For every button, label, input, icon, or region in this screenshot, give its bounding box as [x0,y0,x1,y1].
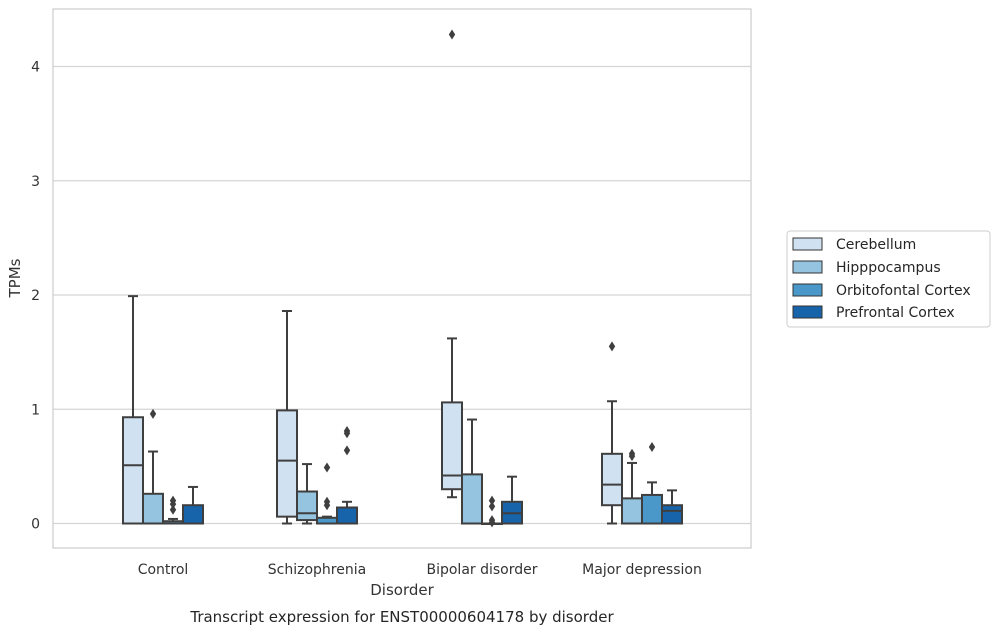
legend-entry-orbitofontal-cortex: Orbitofontal Cortex [792,283,971,299]
box-cerebellum-control [122,295,144,525]
x-tick-label-bipolar-disorder: Bipolar disorder [426,562,537,578]
box-body-hipppocampus-major-depression [621,497,643,525]
legend-label-prefrontal-cortex: Prefrontal Cortex [836,305,955,321]
legend-swatch-orbitofontal-cortex [792,283,823,297]
y-tick-label-2: 2 [31,288,40,304]
box-orbitofontal-cortex-control [162,495,184,525]
x-tick-label-major-depression: Major depression [582,562,702,578]
outlier-point-orbitofontal-cortex-schizophrenia-0 [323,462,331,473]
box-body-cerebellum-major-depression [601,452,623,507]
legend-frame [786,230,991,328]
x-axis-label: Disorder [370,581,434,599]
box-orbitofontal-cortex-major-depression [641,441,663,525]
plot-frame [52,8,752,549]
legend-swatch-prefrontal-cortex [792,305,823,319]
legend-entry-prefrontal-cortex: Prefrontal Cortex [792,305,955,321]
outlier-point-cerebellum-bipolar-disorder-0 [448,29,456,40]
x-tick-labels: Control Schizophrenia Bipolar disorder Majo… [138,562,702,578]
legend-label-hipppocampus: Hipppocampus [836,260,941,276]
box-body-cerebellum-schizophrenia [276,409,298,518]
legend-label-orbitofontal-cortex: Orbitofontal Cortex [836,283,971,299]
box-body-hipppocampus-control [142,492,164,525]
outlier-point-prefrontal-cortex-schizophrenia-1 [343,428,351,439]
box-cerebellum-major-depression [601,341,623,525]
box-hipppocampus-bipolar-disorder [461,418,483,525]
box-hipppocampus-major-depression [621,448,643,525]
y-tick-label-4: 4 [31,60,40,76]
outlier-point-orbitofontal-cortex-control-1 [169,499,177,510]
box-orbitofontal-cortex-schizophrenia [316,462,338,525]
box-orbitofontal-cortex-bipolar-disorder [481,495,503,528]
box-hipppocampus-schizophrenia [296,463,318,525]
box-body-orbitofontal-cortex-major-depression [641,493,663,525]
box-cerebellum-schizophrenia [276,309,298,525]
outlier-point-orbitofontal-cortex-bipolar-disorder-0 [488,495,496,506]
outlier-point-cerebellum-major-depression-0 [608,341,616,352]
outlier-point-orbitofontal-cortex-schizophrenia-2 [323,500,331,511]
outlier-point-hipppocampus-major-depression-1 [628,451,636,462]
legend-label-cerebellum: Cerebellum [836,237,916,253]
box-prefrontal-cortex-schizophrenia [336,425,358,525]
box-prefrontal-cortex-major-depression [661,489,683,525]
box-hipppocampus-control [142,408,164,525]
box-cerebellum-bipolar-disorder [441,29,463,499]
box-body-cerebellum-bipolar-disorder [441,401,463,491]
grid-lines [53,65,751,525]
box-body-prefrontal-cortex-schizophrenia [336,506,358,525]
box-prefrontal-cortex-control [182,485,204,525]
x-tick-label-schizophrenia: Schizophrenia [268,562,366,578]
y-axis-label: TPMs [6,258,24,298]
x-tick-label-control: Control [138,562,189,578]
box-prefrontal-cortex-bipolar-disorder [501,475,523,525]
box-body-cerebellum-control [122,416,144,525]
box-body-prefrontal-cortex-control [182,504,204,525]
outlier-point-orbitofontal-cortex-major-depression-0 [648,441,656,452]
legend-swatch-cerebellum [792,237,823,251]
legend-entry-hipppocampus: Hipppocampus [792,260,941,276]
outlier-point-orbitofontal-cortex-bipolar-disorder-3 [488,517,496,528]
legend-swatch-hipppocampus [792,260,823,274]
box-body-hipppocampus-bipolar-disorder [461,473,483,525]
chart-caption: Transcript expression for ENST0000060417… [189,608,614,626]
legend-entry-cerebellum: Cerebellum [792,237,916,253]
y-tick-label-3: 3 [31,174,40,190]
box-body-hipppocampus-schizophrenia [296,490,318,522]
outlier-point-prefrontal-cortex-schizophrenia-2 [343,445,351,456]
box-series [122,29,683,528]
y-tick-label-0: 0 [31,517,40,533]
legend: Cerebellum Hipppocampus Orbitofontal Cor… [786,230,991,328]
box-body-prefrontal-cortex-major-depression [661,504,683,525]
outlier-point-orbitofontal-cortex-bipolar-disorder-1 [488,501,496,512]
outlier-point-hipppocampus-control-0 [149,408,157,419]
y-tick-label-1: 1 [31,402,40,418]
y-tick-labels: 0 1 2 3 4 [31,60,40,533]
outlier-point-orbitofontal-cortex-control-2 [169,504,177,515]
